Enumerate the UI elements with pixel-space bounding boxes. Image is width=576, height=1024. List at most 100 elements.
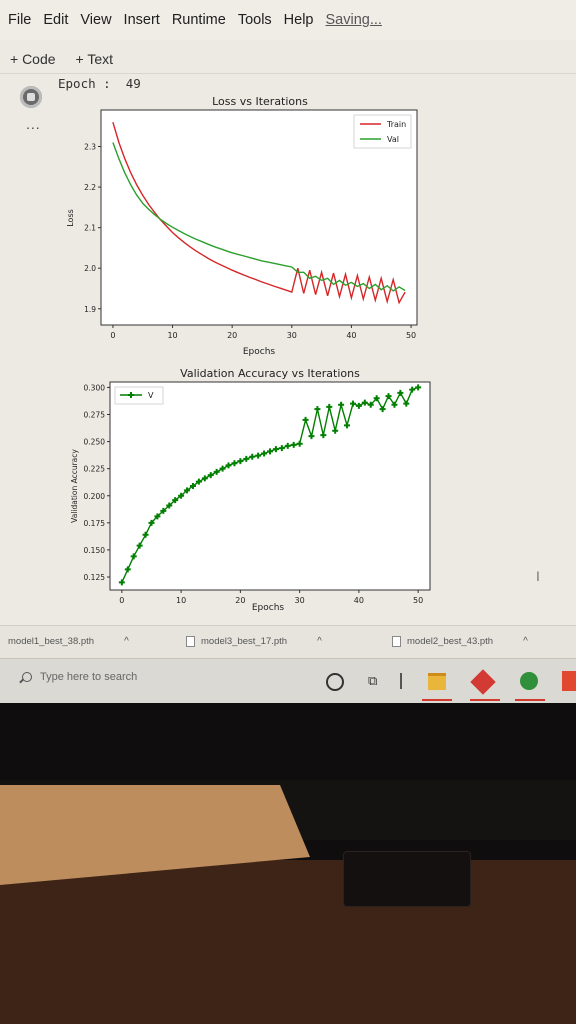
screen: File Edit View Insert Runtime Tools Help… xyxy=(0,0,576,705)
notebook-toolbar: + Code + Text xyxy=(0,44,576,74)
x-axis-label: Epochs xyxy=(252,603,285,613)
data-point xyxy=(237,458,244,465)
active-app-indicator xyxy=(515,699,545,701)
download-item[interactable]: model3_best_17.pth ^ xyxy=(186,636,322,647)
data-point xyxy=(338,401,345,408)
data-point xyxy=(130,553,137,560)
file-icon xyxy=(186,636,195,647)
y-tick-label: 0.150 xyxy=(84,546,106,555)
chevron-up-icon[interactable]: ^ xyxy=(317,636,322,647)
menu-file[interactable]: File xyxy=(8,12,32,28)
x-tick-label: 40 xyxy=(346,331,356,340)
x-tick-label: 30 xyxy=(295,596,305,605)
app-green-icon[interactable] xyxy=(520,672,538,690)
menu-tools[interactable]: Tools xyxy=(237,12,272,28)
search-placeholder: Type here to search xyxy=(40,671,138,683)
menu-view[interactable]: View xyxy=(80,12,112,28)
data-point xyxy=(332,427,339,434)
x-tick-label: 40 xyxy=(354,596,364,605)
data-point xyxy=(361,399,368,406)
legend-label-val: Val xyxy=(387,135,399,144)
data-point xyxy=(189,483,196,489)
x-tick-label: 10 xyxy=(176,596,186,605)
y-tick-label: 0.250 xyxy=(84,438,106,447)
data-point xyxy=(397,389,404,396)
desk-object xyxy=(344,852,470,906)
series-line-val xyxy=(112,142,406,292)
active-app-indicator xyxy=(470,699,500,701)
folder-icon[interactable] xyxy=(428,673,446,690)
chevron-up-icon[interactable]: ^ xyxy=(124,636,129,647)
data-point xyxy=(308,433,315,440)
active-app-indicator xyxy=(422,699,452,701)
data-point xyxy=(195,478,202,485)
data-point xyxy=(255,452,262,459)
taskbar: Type here to search ⧉ xyxy=(0,658,576,703)
menu-runtime[interactable]: Runtime xyxy=(171,12,226,28)
download-item[interactable]: model2_best_43.pth ^ xyxy=(392,636,528,647)
y-tick-label: 2.0 xyxy=(84,264,96,273)
data-point xyxy=(225,462,232,469)
data-point xyxy=(379,406,386,413)
data-point xyxy=(296,440,303,447)
download-filename: model1_best_38.pth xyxy=(8,636,95,647)
data-point xyxy=(231,460,238,467)
run-cell-button[interactable] xyxy=(20,86,42,108)
cortana-icon[interactable] xyxy=(326,673,344,691)
x-tick-label: 50 xyxy=(406,331,416,340)
y-tick-label: 0.200 xyxy=(84,492,106,501)
x-tick-label: 50 xyxy=(413,596,423,605)
accuracy-chart: Validation Accuracy vs Iterations 0 10 20 3… xyxy=(70,367,431,613)
data-point xyxy=(178,492,185,499)
data-point xyxy=(124,566,131,573)
data-point xyxy=(278,445,285,452)
app-orange-icon[interactable] xyxy=(562,671,576,691)
text-cursor-icon: I xyxy=(536,568,540,584)
data-point xyxy=(373,395,380,402)
data-point xyxy=(320,432,327,439)
legend-marker-v xyxy=(128,392,134,398)
data-point xyxy=(284,442,291,449)
data-point xyxy=(344,422,351,429)
menu-edit[interactable]: Edit xyxy=(43,12,69,28)
taskbar-search[interactable]: Type here to search xyxy=(22,671,137,683)
legend-label-train: Train xyxy=(386,120,406,129)
data-point xyxy=(118,579,125,586)
x-tick-label: 20 xyxy=(227,331,237,340)
add-text-button[interactable]: + Text xyxy=(75,50,114,67)
data-point xyxy=(213,468,220,475)
data-point xyxy=(243,455,250,462)
cell-more-button[interactable]: ... xyxy=(26,116,41,132)
x-tick-label: 10 xyxy=(167,331,177,340)
add-code-button[interactable]: + Code xyxy=(10,50,56,67)
data-point xyxy=(314,406,321,413)
chart-title: Loss vs Iterations xyxy=(212,95,308,108)
file-icon xyxy=(392,636,401,647)
y-tick-label: 2.3 xyxy=(84,143,96,152)
data-point xyxy=(154,513,161,520)
y-tick-label: 2.2 xyxy=(84,183,96,192)
taskbar-divider xyxy=(400,673,402,689)
y-tick-label: 0.275 xyxy=(84,411,106,420)
data-point xyxy=(272,446,279,453)
data-point xyxy=(219,465,226,472)
menu-help[interactable]: Help xyxy=(283,12,314,28)
chevron-up-icon[interactable]: ^ xyxy=(523,636,528,647)
cell-output-text: Epoch : 49 xyxy=(58,76,141,91)
x-axis-label: Epochs xyxy=(243,347,276,357)
data-point xyxy=(302,416,309,423)
data-point xyxy=(136,542,143,549)
x-tick-label: 30 xyxy=(287,331,297,340)
data-point xyxy=(326,403,333,410)
y-tick-label: 0.125 xyxy=(84,573,106,582)
saving-status[interactable]: Saving... xyxy=(325,12,382,28)
desk-surface xyxy=(0,860,576,1024)
data-point xyxy=(367,401,374,408)
download-item[interactable]: model1_best_38.pth ^ xyxy=(8,636,129,647)
app-red-icon[interactable] xyxy=(470,669,496,695)
download-filename: model2_best_43.pth xyxy=(407,636,494,647)
task-view-icon[interactable]: ⧉ xyxy=(368,673,378,688)
data-point xyxy=(267,448,273,455)
x-tick-label: 0 xyxy=(110,331,115,340)
menu-insert[interactable]: Insert xyxy=(123,12,160,28)
